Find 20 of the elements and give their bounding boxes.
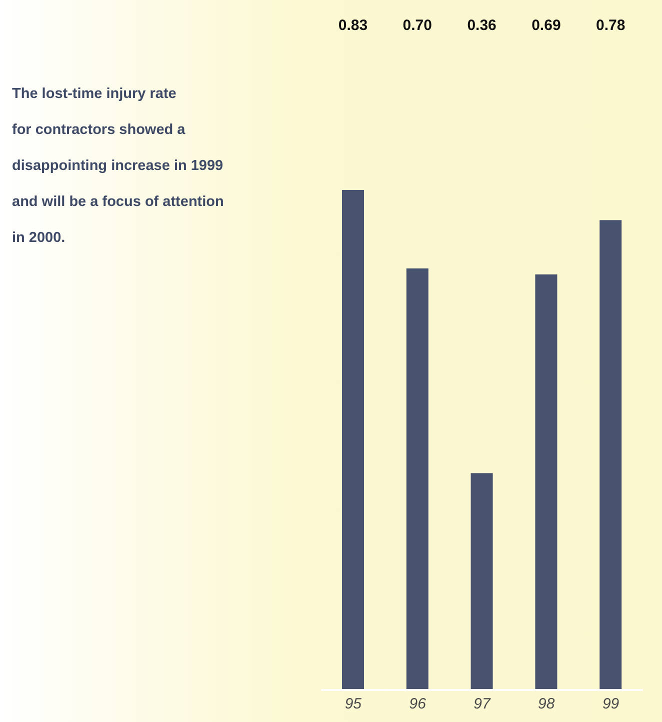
x-tick-label: 97: [474, 696, 491, 713]
data-label: 0.78: [596, 17, 626, 34]
text: disappointing increase in 1999: [12, 157, 224, 176]
x-tick-label: 95: [344, 696, 362, 713]
text: and will be a focus of attention: [12, 193, 225, 212]
data-label: 0.70: [402, 17, 432, 34]
text: in 2000.: [12, 229, 66, 248]
text: The lost-time injury rate: [12, 85, 178, 104]
text: for contractors showed a: [12, 121, 186, 140]
x-tick-label: 96: [409, 696, 427, 713]
data-label: 0.83: [338, 17, 368, 34]
bar: [535, 274, 558, 690]
bar: [406, 268, 428, 690]
data-label: 0.69: [532, 17, 561, 34]
bar: [470, 473, 493, 690]
x-tick-label: 99: [602, 696, 620, 713]
data-label: 0.36: [467, 17, 496, 34]
x-tick-label: 98: [538, 696, 556, 713]
bar: [600, 220, 622, 690]
bar: [342, 190, 364, 690]
